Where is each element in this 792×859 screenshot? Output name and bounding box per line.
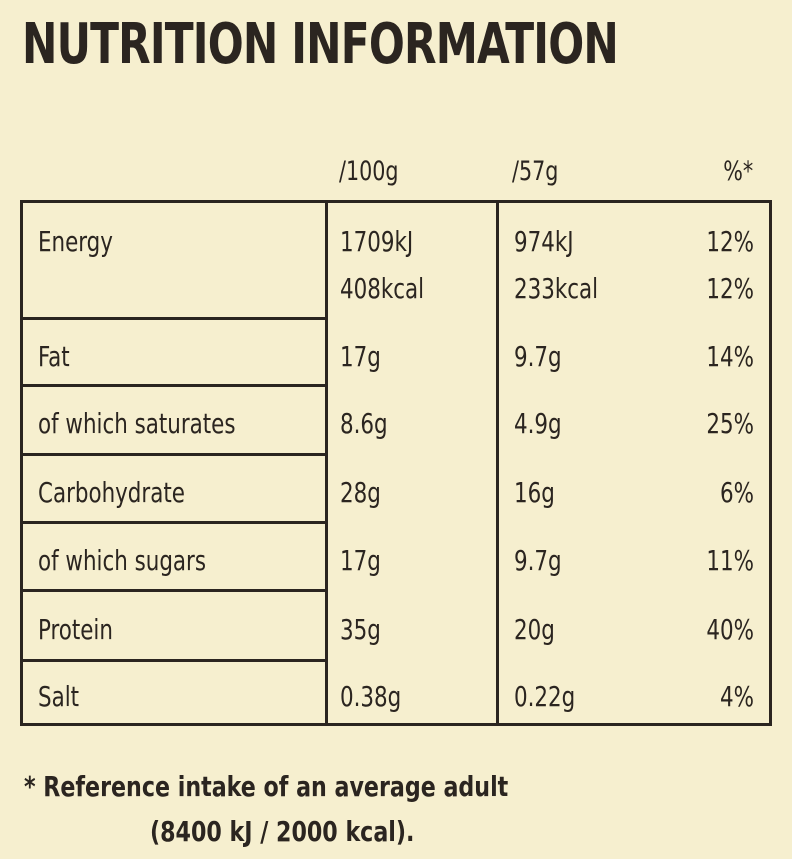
row-divider <box>20 384 328 387</box>
value-per-57g: 16g <box>514 476 555 509</box>
column-divider <box>496 200 499 726</box>
value-percent: 11% <box>706 544 754 577</box>
value-percent: 14% <box>706 340 754 373</box>
row-label: Energy <box>38 225 113 258</box>
value-percent: 40% <box>706 613 754 646</box>
row-divider <box>20 521 328 524</box>
value-percent: 12% <box>706 225 754 258</box>
value-percent: 25% <box>706 407 754 440</box>
row-label: of which sugars <box>38 544 207 577</box>
value-per-57g: 9.7g <box>514 340 562 373</box>
nutrition-table: Energy 1709kJ 974kJ 12% 408kcal 233kcal … <box>20 200 772 726</box>
value-per-100g: 1709kJ <box>340 225 414 258</box>
value-per-100g: 8.6g <box>340 407 388 440</box>
column-header-per-100g: /100g <box>339 156 399 187</box>
row-label: Fat <box>38 340 70 373</box>
row-divider <box>20 659 328 662</box>
row-divider <box>20 589 328 592</box>
footnote-line-2: (8400 kJ / 2000 kcal). <box>150 815 415 848</box>
column-divider <box>325 200 328 726</box>
value-per-100g: 408kcal <box>340 272 425 305</box>
footnote-line-1: * Reference intake of an average adult <box>24 770 509 803</box>
value-per-100g: 28g <box>340 476 381 509</box>
row-divider <box>20 317 328 320</box>
value-per-100g: 0.38g <box>340 680 402 713</box>
value-percent: 12% <box>706 272 754 305</box>
row-divider <box>20 453 328 456</box>
value-per-57g: 9.7g <box>514 544 562 577</box>
value-percent: 6% <box>720 476 754 509</box>
page-title: NUTRITION INFORMATION <box>22 12 619 77</box>
column-header-percent: %* <box>723 156 753 187</box>
value-percent: 4% <box>720 680 754 713</box>
value-per-57g: 233kcal <box>514 272 599 305</box>
row-label: Carbohydrate <box>38 476 185 509</box>
column-header-per-57g: /57g <box>512 156 559 187</box>
table-border <box>20 200 772 726</box>
value-per-57g: 20g <box>514 613 555 646</box>
value-per-100g: 17g <box>340 340 381 373</box>
row-label: Salt <box>38 680 80 713</box>
value-per-100g: 35g <box>340 613 381 646</box>
value-per-57g: 4.9g <box>514 407 562 440</box>
value-per-100g: 17g <box>340 544 381 577</box>
value-per-57g: 0.22g <box>514 680 576 713</box>
row-label: of which saturates <box>38 407 236 440</box>
value-per-57g: 974kJ <box>514 225 574 258</box>
row-label: Protein <box>38 613 113 646</box>
